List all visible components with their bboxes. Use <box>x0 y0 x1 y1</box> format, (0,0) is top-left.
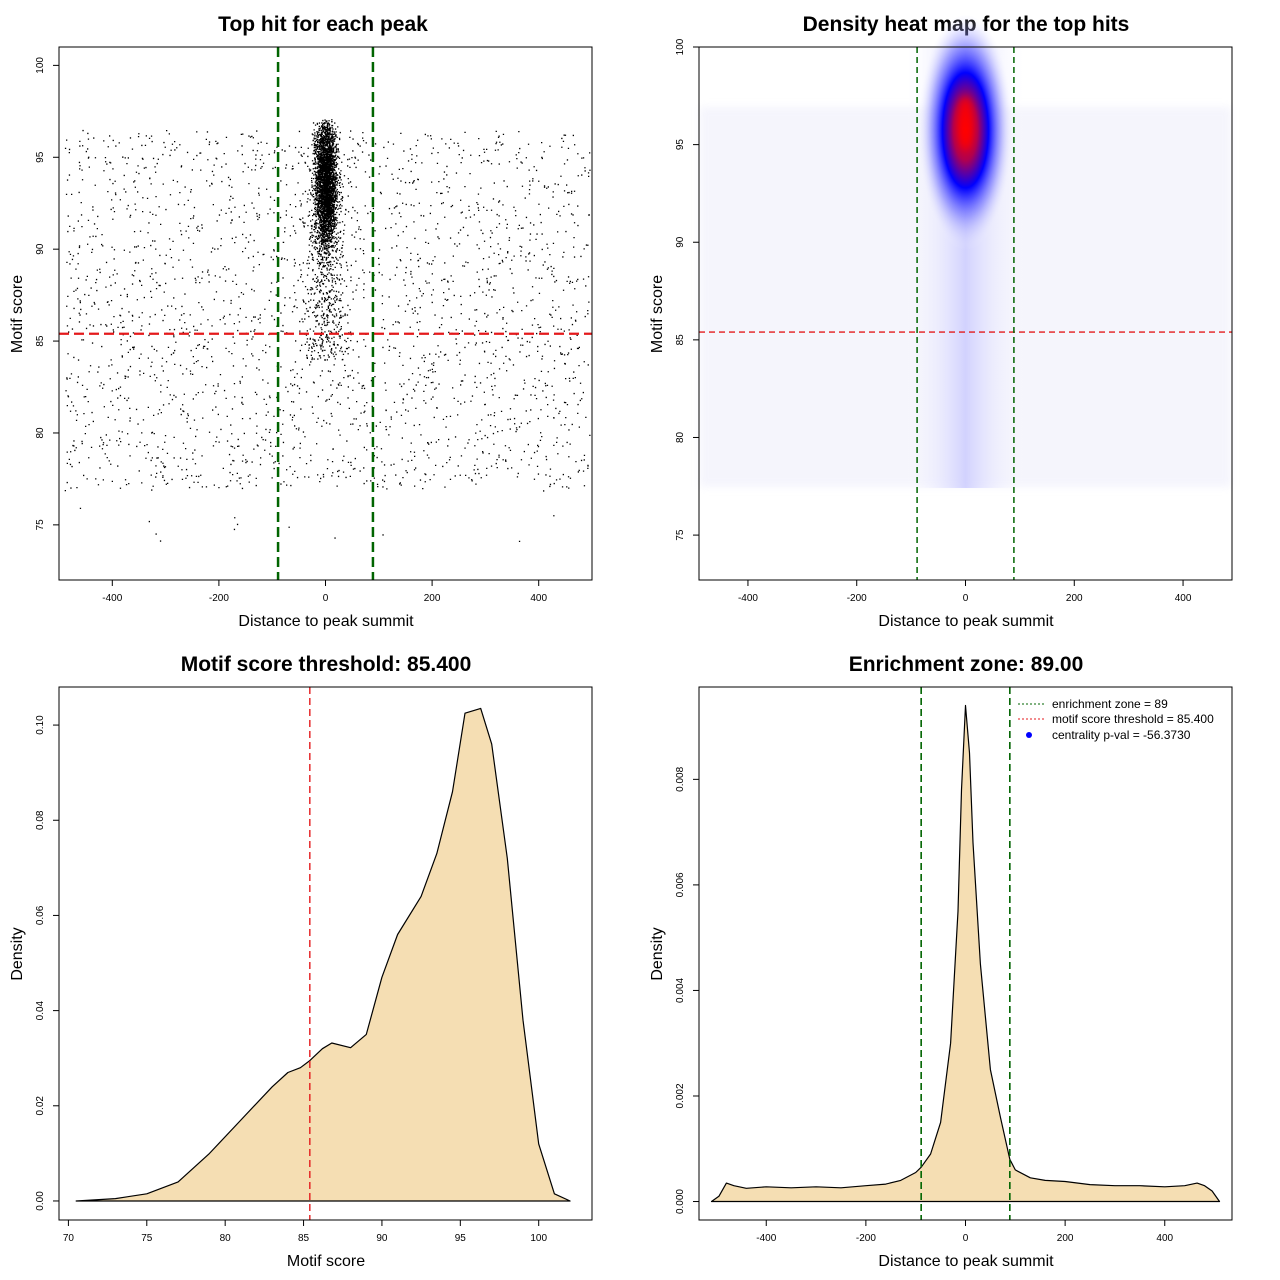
x-tick-label: 80 <box>220 1233 232 1244</box>
score-density-frame <box>58 686 593 1221</box>
x-tick-label: -200 <box>847 593 867 604</box>
x-tick-label: 200 <box>1066 593 1083 604</box>
density-curve <box>75 707 571 1202</box>
legend-threshold-label: motif score threshold = 85.400 <box>1052 712 1214 726</box>
y-tick-label: 0.00 <box>35 1191 46 1211</box>
scatter-title: Top hit for each peak <box>218 13 428 36</box>
x-tick-label: 70 <box>63 1233 75 1244</box>
y-tick-label: 100 <box>675 38 686 55</box>
x-tick-label: 400 <box>1175 593 1192 604</box>
x-tick-label: 0 <box>963 593 969 604</box>
y-tick-label: 85 <box>35 335 46 347</box>
density-curve <box>710 704 1221 1203</box>
x-tick-label: 200 <box>1057 1233 1074 1244</box>
x-tick-label: -400 <box>756 1233 776 1244</box>
y-tick-label: 0.08 <box>35 810 46 830</box>
score-density-y-label: Density <box>9 927 26 980</box>
x-tick-label: -400 <box>102 593 122 604</box>
scatter-ticks: -400 -200 0 200 400 75 80 85 90 95 100 <box>35 57 547 604</box>
y-tick-label: 0.004 <box>675 977 686 1002</box>
distance-density-legend: enrichment zone = 89 motif score thresho… <box>1018 697 1214 742</box>
y-tick-label: 95 <box>675 139 686 151</box>
heatmap-x-label: Distance to peak summit <box>878 613 1054 630</box>
distance-density-y-label: Density <box>649 927 666 980</box>
x-tick-label: 400 <box>530 593 547 604</box>
scatter-y-label: Motif score <box>9 275 26 353</box>
score-density-area <box>75 707 571 1202</box>
distance-density-panel: Enrichment zone: 89.00 Distance to peak … <box>649 653 1233 1270</box>
score-density-ticks: 70 75 80 85 90 95 100 0.00 0.02 0.04 0.06 0.08 0.10 <box>35 715 547 1244</box>
x-tick-label: -200 <box>209 593 229 604</box>
y-tick-label: 90 <box>675 236 686 248</box>
x-tick-label: 0 <box>323 593 329 604</box>
y-tick-label: 0.04 <box>35 1000 46 1020</box>
heatmap-peak-core <box>958 97 973 150</box>
heatmap-frame <box>698 46 1233 581</box>
y-tick-label: 75 <box>35 519 46 531</box>
scatter-x-label: Distance to peak summit <box>238 613 414 630</box>
legend-pval-label: centrality p-val = -56.3730 <box>1052 728 1191 742</box>
distance-density-frame <box>698 686 1233 1221</box>
scatter-points <box>64 119 591 542</box>
score-density-x-label: Motif score <box>287 1253 365 1270</box>
heatmap-y-label: Motif score <box>649 275 666 353</box>
x-tick-label: -400 <box>738 593 758 604</box>
distance-density-area <box>710 704 1221 1203</box>
y-tick-label: 0.002 <box>675 1083 686 1108</box>
scatter-panel: Top hit for each peak Distance to peak s… <box>9 13 593 630</box>
score-density-panel: Motif score threshold: 85.400 Motif scor… <box>9 653 593 1270</box>
legend-pval-dot <box>1026 732 1032 738</box>
distance-density-ticks: -400 -200 0 200 400 0.000 0.002 0.004 0.006 0.008 <box>675 766 1174 1244</box>
y-tick-label: 95 <box>35 151 46 163</box>
scatter-frame <box>58 46 593 581</box>
y-tick-label: 85 <box>675 334 686 346</box>
x-tick-label: 95 <box>455 1233 467 1244</box>
x-tick-label: 85 <box>298 1233 310 1244</box>
score-density-title: Motif score threshold: 85.400 <box>181 653 472 676</box>
y-tick-label: 0.02 <box>35 1096 46 1116</box>
heatmap-density <box>700 15 1231 488</box>
y-tick-label: 90 <box>35 243 46 255</box>
distance-density-title: Enrichment zone: 89.00 <box>849 653 1084 676</box>
x-tick-label: 100 <box>530 1233 547 1244</box>
y-tick-label: 0.000 <box>675 1189 686 1214</box>
heatmap-panel: Density heat map for the top hits Distan… <box>649 13 1233 630</box>
y-tick-label: 80 <box>675 431 686 443</box>
y-tick-label: 0.006 <box>675 872 686 897</box>
heatmap-reference-lines <box>699 47 1232 580</box>
scatter-reference-lines <box>59 47 592 580</box>
scatter-point-cloud <box>64 119 591 542</box>
x-tick-label: -200 <box>856 1233 876 1244</box>
heatmap-ticks: -400 -200 0 200 400 75 80 85 90 95 100 <box>675 38 1192 604</box>
x-tick-label: 400 <box>1156 1233 1173 1244</box>
distance-density-reference-lines <box>920 687 1011 1220</box>
distance-density-x-label: Distance to peak summit <box>878 1253 1054 1270</box>
y-tick-label: 0.008 <box>675 766 686 791</box>
legend-zone-label: enrichment zone = 89 <box>1052 697 1168 711</box>
x-tick-label: 0 <box>963 1233 969 1244</box>
y-tick-label: 0.10 <box>35 715 46 735</box>
x-tick-label: 75 <box>141 1233 153 1244</box>
y-tick-label: 0.06 <box>35 905 46 925</box>
y-tick-label: 75 <box>675 529 686 541</box>
x-tick-label: 200 <box>424 593 441 604</box>
x-tick-label: 90 <box>376 1233 388 1244</box>
y-tick-label: 80 <box>35 427 46 439</box>
y-tick-label: 100 <box>35 57 46 74</box>
